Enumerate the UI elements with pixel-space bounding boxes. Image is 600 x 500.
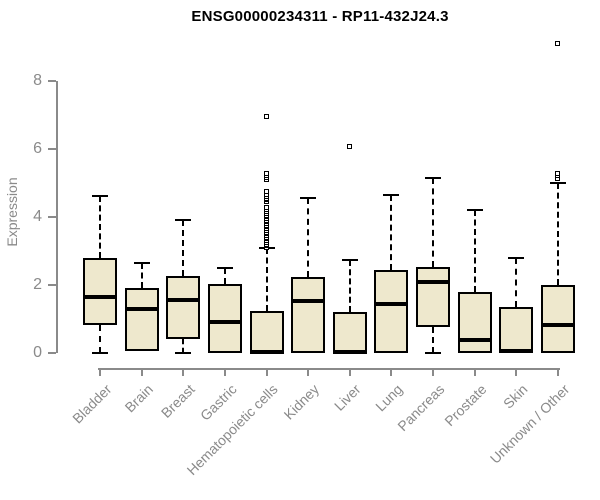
whisker-upper-cap-kidney [300, 197, 317, 200]
box-breast [166, 276, 201, 340]
whisker-upper-line-unknown-other [556, 182, 559, 285]
whisker-upper-line-brain [140, 263, 143, 288]
whisker-upper-cap-liver [341, 259, 358, 261]
median-line-bladder [83, 294, 117, 299]
whisker-upper-cap-pancreas [425, 177, 442, 180]
median-line-breast [166, 298, 201, 303]
x-tick-bladder [99, 368, 101, 376]
outlier-point-hematopoietic-cells [264, 113, 270, 119]
median-line-skin [499, 349, 534, 354]
y-tick [48, 283, 56, 286]
whisker-lower-line-pancreas [432, 326, 435, 353]
x-tick-lung [390, 368, 393, 376]
y-tick [48, 352, 56, 354]
x-category-label-prostate: Prostate [440, 381, 490, 430]
x-tick-skin [515, 368, 518, 376]
x-tick-liver [348, 368, 351, 376]
y-tick-label: 0 [33, 344, 42, 361]
box-brain [124, 287, 159, 352]
x-category-label-liver: Liver [331, 381, 365, 414]
y-tick [48, 215, 56, 218]
chart-title: ENSG00000234311 - RP11-432J24.3 [191, 8, 449, 25]
whisker-upper-cap-prostate [466, 208, 483, 211]
outlier-point-unknown-other [555, 170, 561, 176]
median-line-prostate [457, 338, 492, 343]
x-category-label-breast: Breast [157, 381, 198, 421]
y-tick-label: 4 [33, 207, 42, 225]
whisker-upper-cap-brain [133, 262, 150, 265]
median-line-liver [332, 349, 367, 354]
y-tick [48, 147, 56, 150]
median-line-lung [374, 301, 409, 306]
whisker-upper-line-pancreas [432, 178, 435, 267]
box-prostate [457, 291, 492, 353]
whisker-upper-cap-skin [508, 257, 525, 260]
x-category-label-unknown-other: Unknown / Other [486, 381, 573, 467]
y-tick-label: 2 [33, 275, 42, 293]
whisker-upper-line-kidney [307, 198, 310, 278]
x-tick-prostate [473, 368, 476, 376]
x-axis-line [98, 368, 560, 370]
y-axis-line [56, 80, 58, 353]
y-tick [48, 79, 56, 82]
box-liver [332, 311, 367, 353]
whisker-upper-cap-lung [383, 193, 400, 196]
median-line-kidney [291, 299, 326, 304]
outlier-point-liver [347, 144, 353, 150]
box-bladder [83, 257, 117, 326]
box-unknown-other [540, 284, 575, 353]
whisker-upper-cap-unknown-other [549, 181, 566, 184]
whisker-upper-line-prostate [473, 209, 476, 292]
x-tick-pancreas [432, 368, 435, 376]
y-tick-label: 8 [33, 71, 42, 89]
median-line-unknown-other [540, 323, 575, 328]
box-kidney [291, 277, 326, 353]
whisker-upper-line-bladder [99, 195, 101, 258]
x-tick-kidney [307, 368, 310, 376]
median-line-brain [124, 307, 159, 312]
whisker-upper-cap-bladder [92, 194, 108, 197]
whisker-upper-line-breast [182, 220, 185, 277]
whisker-upper-cap-gastric [216, 266, 233, 269]
box-hematopoietic-cells [249, 311, 284, 353]
x-category-label-lung: Lung [372, 381, 406, 415]
whisker-upper-line-liver [348, 260, 351, 312]
x-category-label-kidney: Kidney [280, 381, 323, 423]
x-category-label-skin: Skin [500, 381, 531, 412]
whisker-lower-cap-pancreas [425, 352, 442, 354]
whisker-upper-line-gastric [223, 267, 226, 285]
box-pancreas [416, 266, 451, 327]
x-tick-hematopoietic-cells [265, 368, 268, 376]
outlier-point-unknown-other [555, 40, 561, 46]
box-gastric [207, 284, 242, 353]
whisker-lower-cap-bladder [92, 352, 108, 354]
median-line-pancreas [416, 280, 451, 285]
outlier-point-hematopoietic-cells [264, 170, 270, 176]
whisker-lower-line-breast [182, 339, 185, 353]
x-tick-unknown-other [556, 368, 559, 376]
whisker-upper-cap-breast [175, 219, 192, 222]
x-category-label-bladder: Bladder [68, 381, 115, 427]
whisker-upper-line-skin [515, 258, 518, 307]
outlier-point-hematopoietic-cells [264, 188, 270, 194]
median-line-hematopoietic-cells [249, 349, 284, 354]
x-tick-brain [140, 368, 143, 376]
whisker-lower-cap-breast [175, 352, 192, 354]
x-tick-breast [182, 368, 185, 376]
x-category-label-brain: Brain [121, 381, 156, 416]
y-tick-label: 6 [33, 139, 42, 157]
whisker-upper-line-lung [390, 194, 393, 270]
whisker-upper-line-hematopoietic-cells [265, 248, 268, 312]
box-lung [374, 269, 409, 353]
whisker-lower-line-bladder [99, 325, 101, 353]
x-tick-gastric [223, 368, 226, 376]
median-line-gastric [207, 319, 242, 324]
box-skin [499, 306, 534, 353]
outlier-point-hematopoietic-cells [264, 204, 270, 210]
